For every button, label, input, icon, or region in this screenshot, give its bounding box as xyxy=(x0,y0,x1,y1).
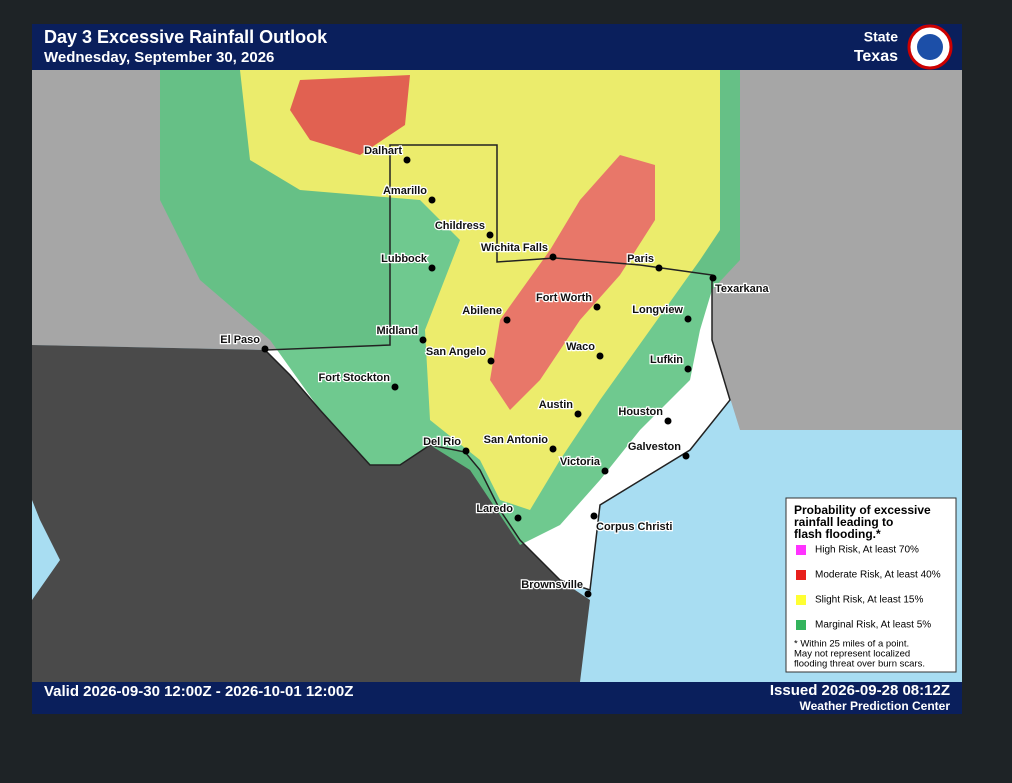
city-dot xyxy=(684,315,692,323)
city-dot xyxy=(655,264,663,272)
city-dot xyxy=(590,512,598,520)
city-dot xyxy=(403,156,411,164)
map: Dalhart Amarillo Childress Wichita Falls Lub… xyxy=(32,70,962,682)
city-dot xyxy=(709,274,717,282)
legend-swatch xyxy=(796,595,806,605)
city-label: Lufkin xyxy=(650,354,683,366)
city-label: Paris xyxy=(627,253,654,265)
footer-bar xyxy=(32,682,962,714)
city-label: Galveston xyxy=(628,441,681,453)
city-dot xyxy=(261,345,269,353)
legend-note: May not represent localized xyxy=(794,649,910,660)
moderate-area xyxy=(490,155,655,410)
cities: Dalhart Amarillo Childress Wichita Falls Lub… xyxy=(219,144,771,598)
city-label: Childress xyxy=(435,220,485,232)
city-label: San Antonio xyxy=(484,434,549,446)
city-dot xyxy=(593,303,601,311)
legend-box xyxy=(785,497,957,673)
legend-item: Slight Risk, At least 15% xyxy=(815,595,923,606)
city-label: Laredo xyxy=(476,503,513,515)
city-dot xyxy=(514,514,522,522)
city-dot xyxy=(574,410,582,418)
legend-item: Moderate Risk, At least 40% xyxy=(815,570,941,581)
legend-swatch xyxy=(796,545,806,555)
city-dot xyxy=(487,357,495,365)
city-label: Del Rio xyxy=(423,436,461,448)
city-dot xyxy=(549,445,557,453)
city-label: Dalhart xyxy=(364,145,402,157)
city-dot xyxy=(486,231,494,239)
city-dot xyxy=(549,253,557,261)
city-dot xyxy=(664,417,672,425)
valid-time: Valid 2026-09-30 12:00Z - 2026-10-01 12:… xyxy=(44,683,353,700)
moderate-area xyxy=(290,75,410,155)
state-name: Texas xyxy=(854,48,898,65)
city-label: Fort Stockton xyxy=(319,372,391,384)
legend-title: Probability of excessive xyxy=(794,503,931,517)
city-label: Amarillo xyxy=(383,185,427,197)
legend-note: flooding threat over burn scars. xyxy=(794,659,925,670)
city-label: Victoria xyxy=(560,456,601,468)
city-dot xyxy=(601,467,609,475)
legend-item: Marginal Risk, At least 5% xyxy=(815,620,931,631)
source: Weather Prediction Center xyxy=(800,699,951,713)
legend-swatch xyxy=(796,620,806,630)
city-label: Austin xyxy=(539,399,574,411)
legend-swatch xyxy=(796,570,806,580)
city-label: Waco xyxy=(566,341,595,353)
texas-border xyxy=(263,144,731,592)
city-dot xyxy=(391,383,399,391)
city-label: Fort Worth xyxy=(536,292,592,304)
issued-time: Issued 2026-09-28 08:12Z xyxy=(770,682,950,699)
city-label: Corpus Christi xyxy=(596,521,672,533)
city-label: Lubbock xyxy=(381,253,428,265)
city-dot xyxy=(428,264,436,272)
city-label: San Angelo xyxy=(426,346,486,358)
state-label: State xyxy=(864,29,898,45)
city-dot xyxy=(682,452,690,460)
city-dot xyxy=(462,447,470,455)
header-bar xyxy=(32,24,962,70)
legend-title: rainfall leading to xyxy=(794,515,893,529)
city-label: Longview xyxy=(632,304,683,316)
city-dot xyxy=(428,196,436,204)
city-dot xyxy=(684,365,692,373)
title: Day 3 Excessive Rainfall Outlook xyxy=(44,27,328,47)
city-label: Abilene xyxy=(462,305,502,317)
city-label: Brownsville xyxy=(521,579,583,591)
city-label: Midland xyxy=(376,325,418,337)
city-label: Houston xyxy=(618,406,663,418)
legend-title: flash flooding.* xyxy=(794,527,881,541)
city-label: Wichita Falls xyxy=(481,242,548,254)
city-dot xyxy=(596,352,604,360)
subtitle: Wednesday, September 30, 2026 xyxy=(44,49,274,66)
city-dot xyxy=(503,316,511,324)
city-dot xyxy=(584,590,592,598)
nws-logo-inner xyxy=(917,34,943,60)
legend-note: * Within 25 miles of a point. xyxy=(794,639,909,650)
city-label: Texarkana xyxy=(715,283,769,295)
city-dot xyxy=(419,336,427,344)
legend-item: High Risk, At least 70% xyxy=(815,545,919,556)
mexico xyxy=(32,345,590,682)
city-label: El Paso xyxy=(220,334,260,346)
